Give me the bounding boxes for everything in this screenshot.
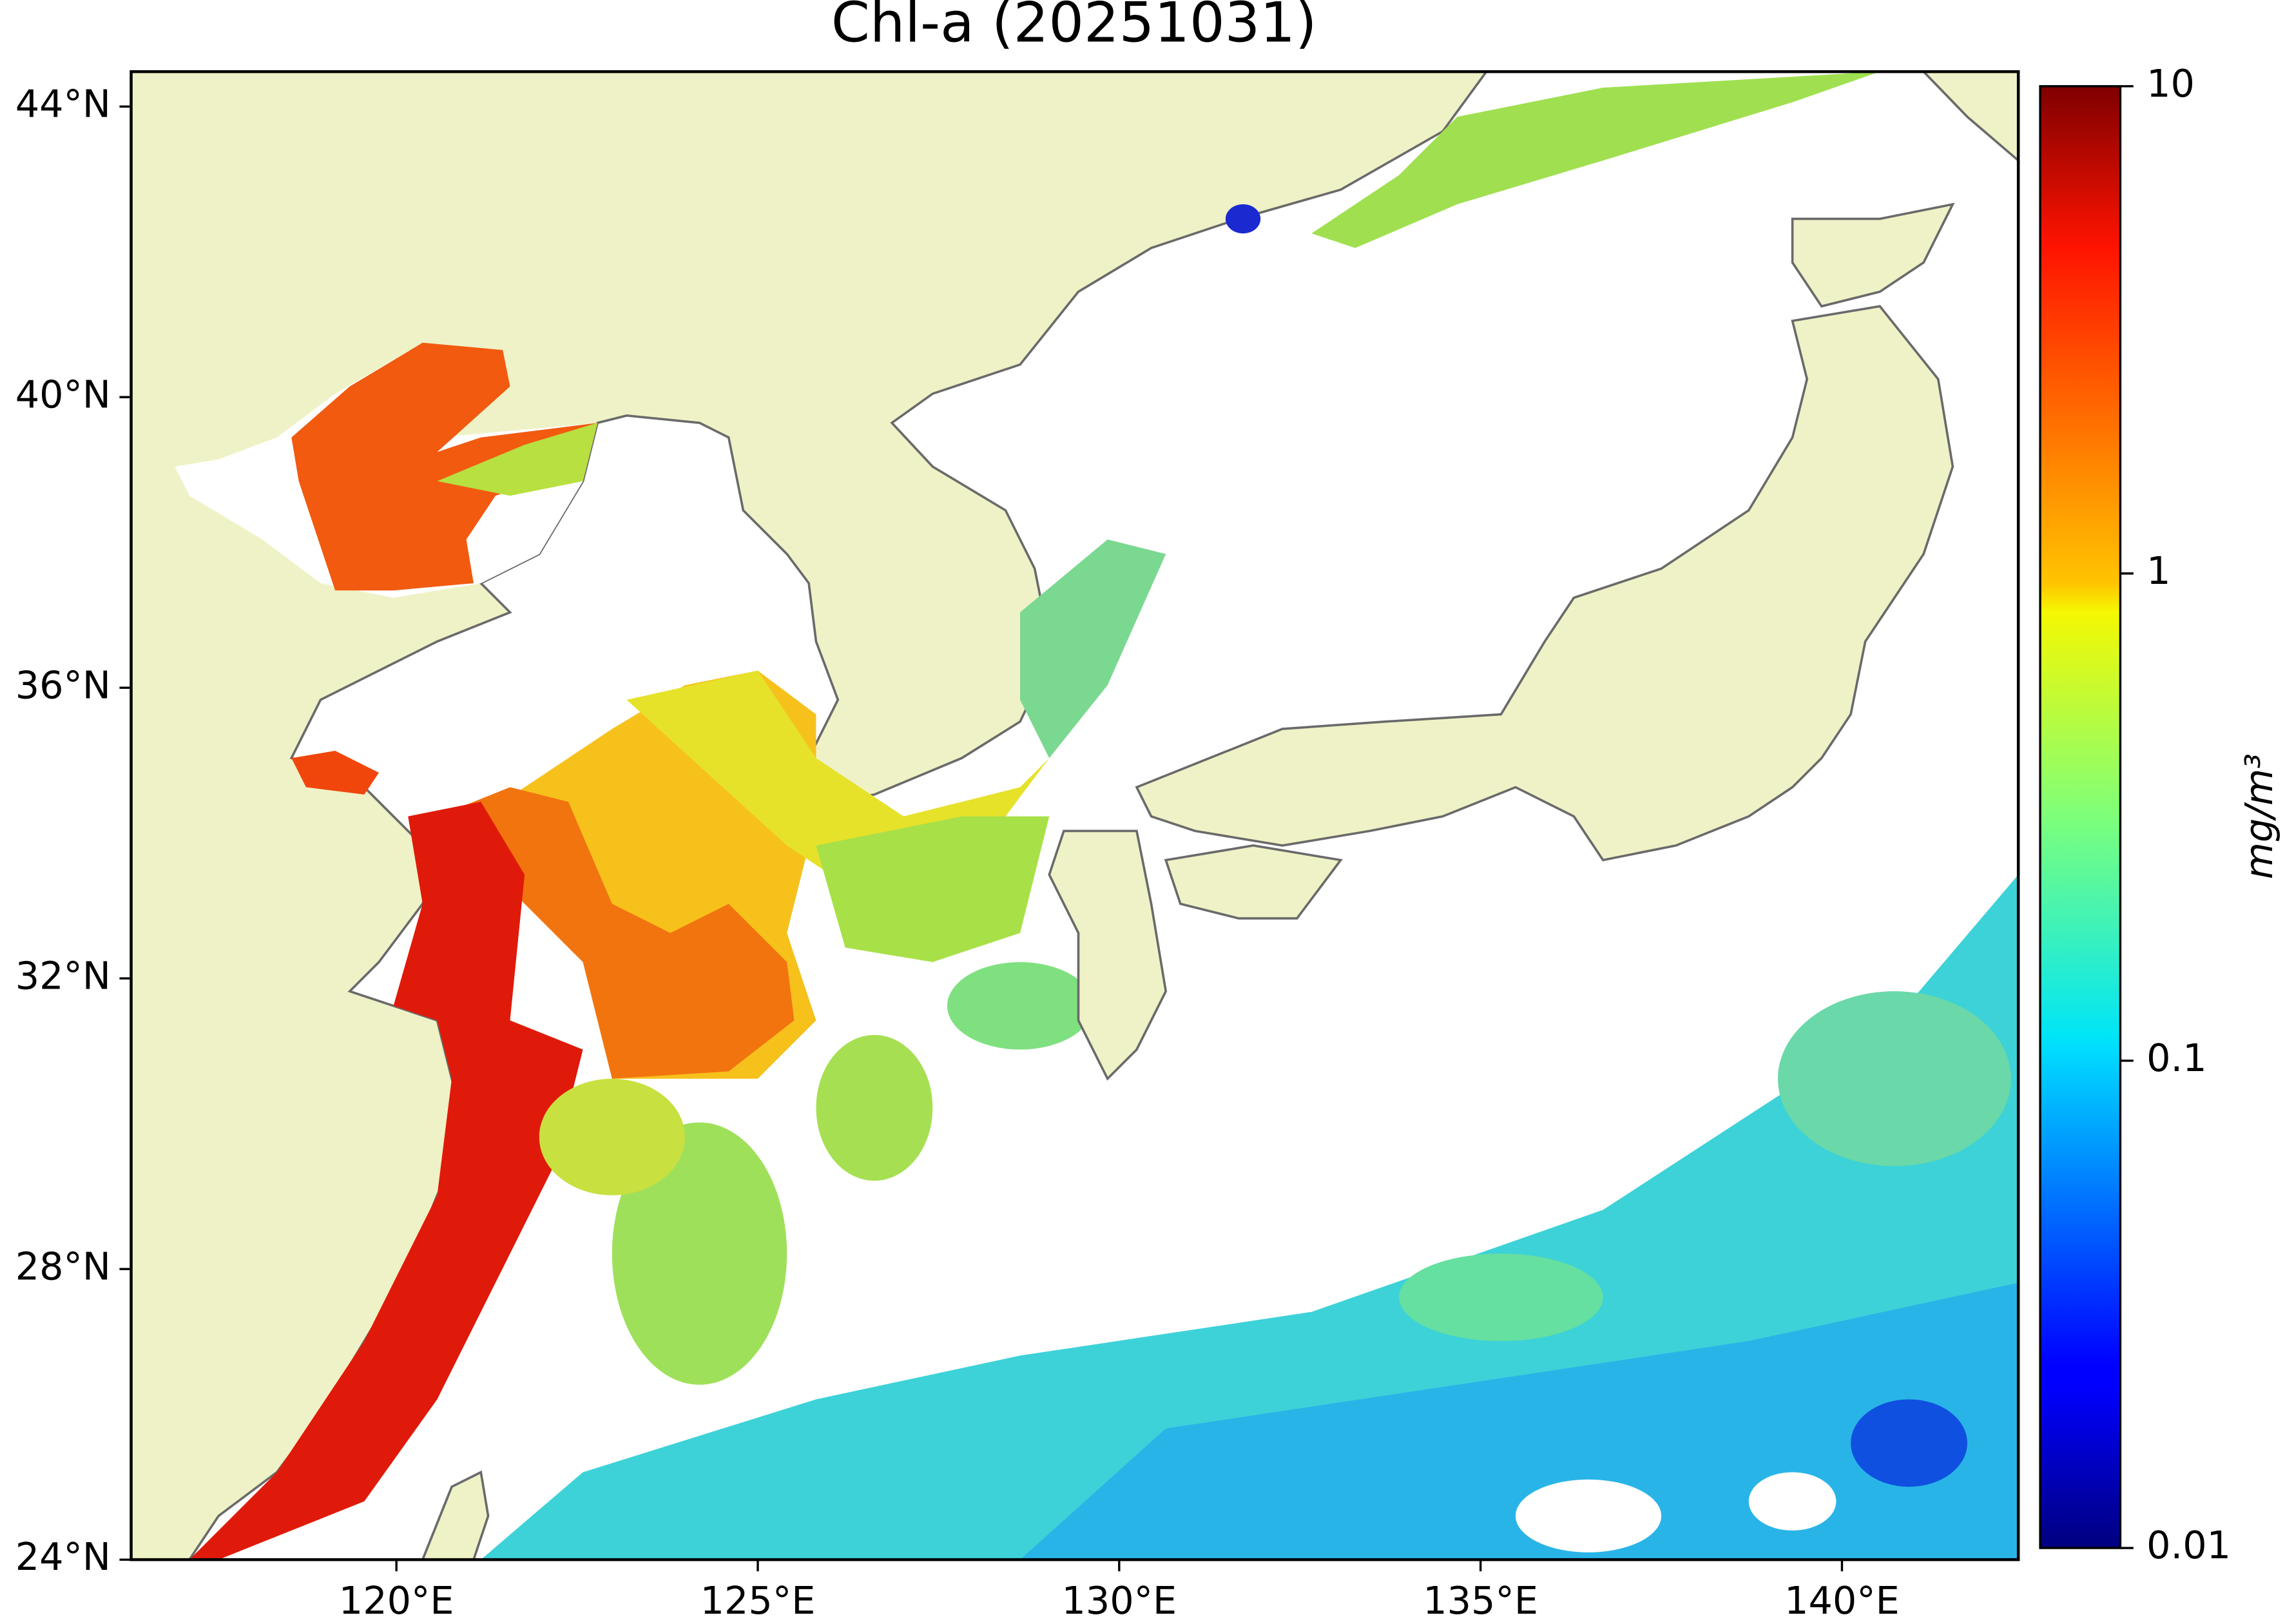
- map-area: [131, 72, 2019, 1560]
- x-tick-label: 135°E: [1423, 1578, 1538, 1623]
- colorbar-tick-label: 1: [2146, 548, 2170, 593]
- y-tick-label: 28°N: [15, 1244, 111, 1288]
- x-tick-label: 120°E: [339, 1578, 454, 1623]
- x-tick-label: 130°E: [1061, 1578, 1177, 1623]
- colorbar-gradient: [2039, 85, 2122, 1549]
- y-tick-label: 36°N: [15, 662, 111, 707]
- colorbar-label: mg/m³: [2237, 753, 2281, 879]
- land: [1922, 72, 2019, 162]
- colorbar-tick-label: 0.01: [2146, 1523, 2231, 1567]
- land: [1164, 844, 1343, 920]
- x-tick-label: 140°E: [1784, 1578, 1900, 1623]
- chlorophyll-field: [189, 72, 2019, 1560]
- land: [421, 1470, 490, 1560]
- y-tick-label: 40°N: [15, 372, 111, 416]
- y-tick-label: 44°N: [15, 81, 111, 126]
- land: [1135, 305, 1954, 862]
- map-frame: [130, 70, 2020, 1561]
- colorbar: mg/m³ 0.01 0.1 1 10: [2039, 61, 2281, 1567]
- y-tick-label: 32°N: [15, 953, 111, 998]
- y-tick-label: 24°N: [15, 1534, 111, 1579]
- x-tick-label: 125°E: [700, 1578, 816, 1623]
- colorbar-tick-label: 10: [2146, 61, 2195, 106]
- land: [1048, 829, 1168, 1081]
- land: [1791, 202, 1955, 308]
- chart-title: Chl-a (20251031): [831, 0, 1317, 55]
- colorbar-tick-label: 0.1: [2146, 1036, 2206, 1080]
